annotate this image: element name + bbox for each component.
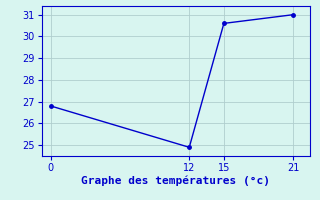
X-axis label: Graphe des températures (°c): Graphe des températures (°c) bbox=[82, 176, 270, 186]
